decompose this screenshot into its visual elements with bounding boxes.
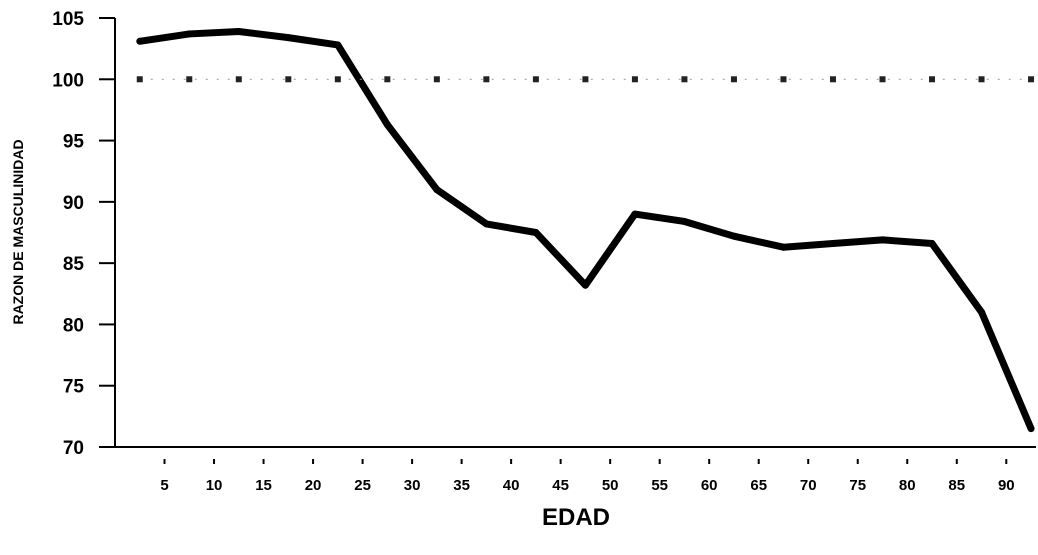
data-point [334, 41, 342, 49]
x-tick-label: 55 [651, 477, 668, 494]
reference-point [582, 76, 589, 83]
x-tick-label: 20 [305, 477, 322, 494]
data-point [284, 34, 292, 42]
data-point [383, 121, 391, 129]
y-tick-label: 85 [63, 254, 85, 275]
reference-point [978, 76, 985, 83]
x-axis-title: EDAD [542, 504, 610, 531]
y-tick-labels: 70 75 80 85 90 95 100 105 [52, 9, 84, 459]
y-tick-label: 90 [63, 193, 84, 214]
y-tick-label: 75 [63, 377, 85, 398]
reference-point [879, 76, 886, 83]
x-tick-label: 5 [160, 477, 168, 494]
data-point [928, 240, 936, 248]
reference-point [483, 76, 490, 83]
data-point [680, 217, 688, 225]
reference-point [235, 76, 242, 83]
data-point [879, 236, 886, 244]
series [136, 27, 1035, 433]
x-tick-label: 60 [701, 477, 718, 494]
x-tick-label: 40 [503, 477, 520, 494]
reference-point [384, 76, 391, 83]
x-tick-label: 80 [899, 477, 916, 494]
reference-point [433, 76, 440, 83]
y-axis-title: RAZON DE MASCULINIDAD [10, 139, 26, 324]
data-point [779, 243, 787, 251]
x-tick-label: 30 [404, 477, 421, 494]
tick-marks [99, 17, 1008, 464]
y-tick-label: 80 [63, 315, 84, 336]
reference-point [829, 76, 836, 83]
x-tick-label: 50 [602, 477, 619, 494]
x-tick-label: 25 [354, 477, 371, 494]
data-point [136, 37, 144, 45]
reference-point [1028, 76, 1035, 83]
x-tick-label: 10 [206, 477, 223, 494]
x-tick-label: 85 [948, 477, 965, 494]
reference-point [681, 76, 688, 83]
y-tick-label: 95 [63, 132, 85, 153]
data-point [235, 27, 243, 35]
data-point [433, 186, 441, 194]
data-point [185, 30, 193, 38]
reference-point [136, 76, 143, 83]
x-tick-label: 35 [453, 477, 470, 494]
reference-point [285, 76, 292, 83]
reference-point [631, 76, 638, 83]
y-tick-label: 105 [52, 9, 84, 30]
reference-point [532, 76, 539, 83]
masculinity-ratio-line [139, 27, 1035, 430]
data-point [978, 308, 986, 316]
x-tick-label: 15 [255, 477, 272, 494]
y-tick-label: 70 [63, 438, 84, 459]
reference-point [780, 76, 787, 83]
data-point [631, 210, 639, 218]
data-point [482, 220, 490, 228]
data-point [829, 240, 837, 248]
x-tick-label: 65 [750, 477, 767, 494]
data-point [730, 232, 738, 240]
x-tick-label: 45 [552, 477, 569, 494]
x-tick-label: 90 [998, 477, 1015, 494]
data-point [1027, 425, 1035, 433]
y-tick-label: 100 [52, 70, 84, 91]
reference-point [929, 76, 936, 83]
reference-point [186, 76, 193, 83]
data-point [581, 281, 589, 289]
axes [114, 18, 1036, 448]
reference-point [730, 76, 737, 83]
reference-point [334, 76, 341, 83]
x-tick-labels: 5 10 15 20 25 30 35 40 45 50 55 60 65 70 75 80 85 90 [160, 477, 1014, 494]
data-point [532, 229, 540, 236]
x-tick-label: 75 [849, 477, 866, 494]
x-tick-label: 70 [800, 477, 817, 494]
